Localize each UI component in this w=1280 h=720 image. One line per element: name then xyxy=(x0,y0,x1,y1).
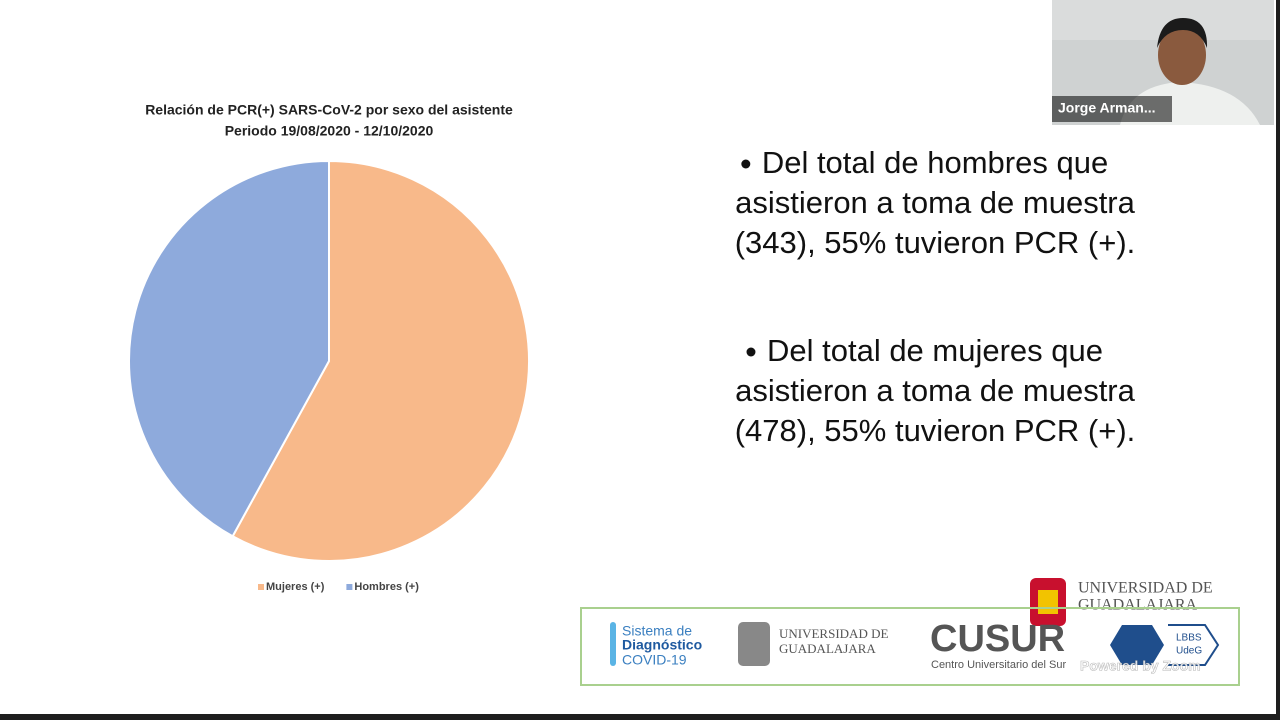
bullet-line: asistieron a toma de muestra xyxy=(735,185,1136,220)
lbbs-1: LBBS xyxy=(1176,633,1202,644)
udg-top-line1: UNIVERSIDAD DE xyxy=(1078,580,1213,597)
legend-swatch xyxy=(258,584,264,590)
pie-slice xyxy=(231,159,530,562)
sistema-2: Diagnóstico xyxy=(622,637,702,653)
face xyxy=(1158,25,1206,85)
zoom-watermark: Powered by Zoom xyxy=(1080,658,1201,674)
legend-swatch xyxy=(346,584,353,590)
udg-1: UNIVERSIDAD DE xyxy=(779,626,888,641)
udg-crest xyxy=(738,622,770,666)
pie-slice xyxy=(128,159,330,538)
footer-box xyxy=(580,607,1240,686)
video-tile: Jorge Arman... xyxy=(1052,0,1274,125)
cusur: CUSUR xyxy=(930,618,1065,660)
lbbs-2: UdeG xyxy=(1176,646,1202,657)
sistema-1: Sistema de xyxy=(622,623,692,639)
lbbs-hex xyxy=(1110,625,1164,665)
tube-icon xyxy=(610,622,616,666)
chart-subtitle: Periodo 19/08/2020 - 12/10/2020 xyxy=(225,123,434,139)
udg-top-line2: GUADALAJARA xyxy=(1078,597,1198,614)
bullets: Del total de hombres que asistieron a tom… xyxy=(735,145,1136,448)
name-bg xyxy=(1052,96,1172,122)
lbbs-frame xyxy=(1168,624,1220,666)
legend: Mujeres (+) Hombres (+) xyxy=(258,581,419,593)
participant-name: Jorge Arman... xyxy=(1058,100,1156,116)
legend-label: Hombres (+) xyxy=(354,581,419,593)
bullet-line: Del total de hombres que xyxy=(762,145,1108,180)
bullet-line: asistieron a toma de muestra xyxy=(735,373,1136,408)
bullet-line: (478), 55% tuvieron PCR (+). xyxy=(735,413,1136,448)
legend-label: Mujeres (+) xyxy=(266,581,325,593)
cusur-sub: Centro Universitario del Sur xyxy=(931,659,1066,671)
bullet-dot xyxy=(746,347,756,357)
sistema-3: COVID-19 xyxy=(622,652,687,668)
bullet-line: Del total de mujeres que xyxy=(767,333,1103,368)
pie xyxy=(128,159,530,562)
udg-2: GUADALAJARA xyxy=(779,641,876,656)
chart-title: Relación de PCR(+) SARS-CoV-2 por sexo d… xyxy=(145,102,513,118)
crest-inner xyxy=(1038,590,1058,614)
hair xyxy=(1157,18,1208,48)
bullet-dot xyxy=(741,159,751,169)
bullet-line: (343), 55% tuvieron PCR (+). xyxy=(735,225,1136,260)
